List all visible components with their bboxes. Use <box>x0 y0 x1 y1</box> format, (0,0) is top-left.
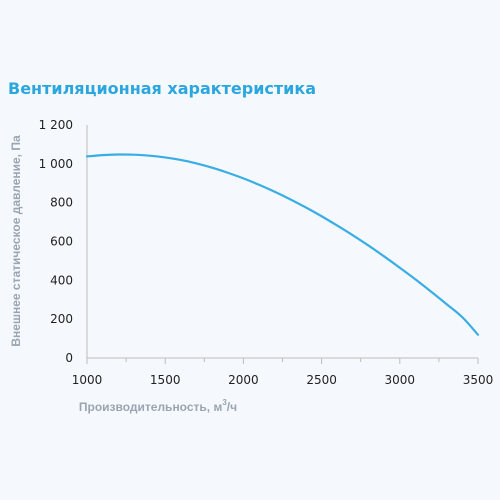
series-point <box>414 278 416 280</box>
x-tick-label: 3000 <box>385 373 416 387</box>
series-point <box>289 198 291 200</box>
series-point <box>305 207 307 209</box>
y-ticks: 0 200 400 600 800 1 000 1 200 <box>39 118 73 365</box>
x-tick-label: 1500 <box>150 373 181 387</box>
x-tick-label: 1000 <box>72 373 103 387</box>
y-tick-label: 0 <box>65 351 73 365</box>
series-point <box>242 177 244 179</box>
series-point <box>368 245 370 247</box>
series-point <box>211 167 213 169</box>
series-point <box>133 154 135 156</box>
series-point <box>117 154 119 156</box>
series-point <box>164 156 166 158</box>
x-tick-label: 2500 <box>306 373 337 387</box>
series-point <box>461 316 463 318</box>
x-tick-label: 3500 <box>463 373 494 387</box>
series-point <box>258 184 260 186</box>
y-tick-label: 800 <box>50 196 73 210</box>
series-point <box>86 155 88 157</box>
y-tick-label: 1 200 <box>39 118 73 132</box>
series-point <box>336 225 338 227</box>
y-tick-label: 1 000 <box>39 157 73 171</box>
y-tick-label: 400 <box>50 273 73 287</box>
series-point <box>274 191 276 193</box>
x-ticks: 1000 1500 2000 2500 3000 3500 <box>72 358 494 387</box>
y-tick-label: 200 <box>50 312 73 326</box>
series-point <box>430 291 432 293</box>
y-axis-label: Внешнее статическое давление, Па <box>9 135 23 347</box>
chart-axes <box>86 125 478 359</box>
series-point <box>102 154 104 156</box>
x-axis-label-suffix: /ч <box>227 400 237 414</box>
series-point <box>446 303 448 305</box>
x-axis-label-main: Производительность, м <box>79 400 223 414</box>
series-group <box>85 153 480 336</box>
series-point <box>321 215 323 217</box>
y-tick-label: 600 <box>50 235 73 249</box>
series-point <box>399 267 401 269</box>
series-line <box>85 153 480 336</box>
series-point <box>180 159 182 161</box>
x-axis-label: Производительность, м3/ч <box>79 398 237 414</box>
series-point <box>149 155 151 157</box>
series-point <box>195 162 197 164</box>
x-axis-label-sup: 3 <box>222 398 227 407</box>
series-point <box>227 172 229 174</box>
x-tick-label: 2000 <box>228 373 259 387</box>
series-point <box>352 234 354 236</box>
series-point <box>477 334 479 336</box>
chart-title: Вентиляционная характеристика <box>8 79 317 98</box>
series-point <box>383 255 385 257</box>
